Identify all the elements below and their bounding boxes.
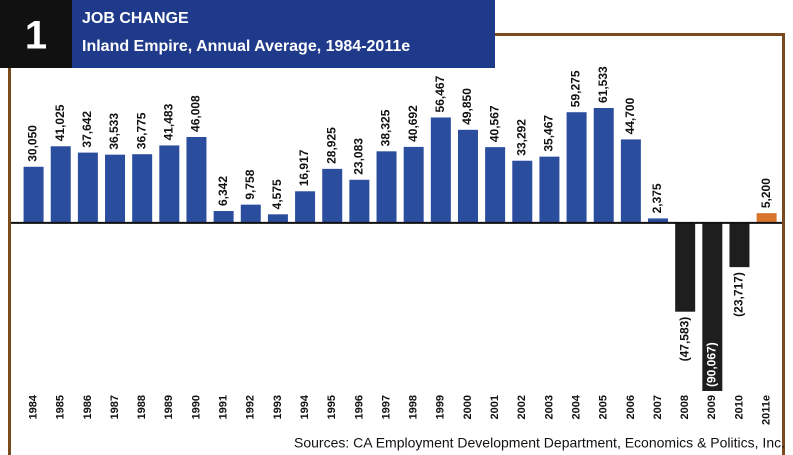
x-tick-label: 1988 [136, 395, 148, 419]
bar [457, 129, 478, 223]
value-label: (47,583) [677, 317, 691, 362]
bar [430, 117, 451, 223]
value-label: 37,642 [80, 111, 94, 148]
bar [675, 222, 696, 312]
bar [186, 136, 207, 223]
x-tick-label: 1999 [435, 395, 447, 419]
value-label: 36,533 [107, 113, 121, 150]
bar [648, 218, 669, 223]
value-label: 61,533 [596, 66, 610, 103]
bar [512, 160, 533, 223]
bar [403, 146, 424, 223]
x-tick-label: 2002 [516, 395, 528, 419]
bar [132, 154, 153, 223]
bar [593, 108, 614, 223]
x-tick-label: 2005 [598, 395, 610, 419]
bar [159, 145, 180, 223]
value-label: 40,567 [487, 105, 501, 142]
bar [267, 214, 288, 223]
x-tick-label: 2007 [652, 395, 664, 419]
x-tick-label: 2003 [543, 395, 555, 419]
value-label: 38,325 [379, 109, 393, 146]
x-tick-label: 1996 [353, 395, 365, 419]
x-tick-label: 1998 [408, 395, 420, 419]
value-label: 23,083 [352, 138, 366, 175]
value-label: 56,467 [433, 75, 447, 112]
chart-title: JOB CHANGE [82, 10, 189, 27]
x-tick-label: 2004 [570, 394, 582, 419]
value-label: 2,375 [650, 183, 664, 213]
x-tick-label: 1997 [380, 395, 392, 419]
x-tick-label: 2008 [679, 395, 691, 419]
bar [322, 168, 343, 223]
value-label: 40,692 [406, 105, 420, 142]
value-label: 6,342 [216, 176, 230, 206]
value-label: 5,200 [759, 178, 773, 208]
value-label: 46,008 [189, 95, 203, 132]
value-label: 28,925 [324, 127, 338, 164]
chart-subtitle: Inland Empire, Annual Average, 1984-2011… [82, 38, 410, 55]
bar [349, 179, 370, 223]
source-note: Sources: CA Employment Development Depar… [294, 435, 785, 451]
bar [23, 166, 44, 223]
x-tick-label: 1991 [218, 395, 230, 419]
bar [213, 211, 234, 223]
x-tick-label: 1986 [82, 395, 94, 419]
x-tick-label: 1984 [27, 394, 39, 419]
x-tick-label: 1995 [326, 395, 338, 419]
value-label: 4,575 [270, 179, 284, 209]
x-tick-label: 1992 [245, 395, 257, 419]
x-tick-label: 1994 [299, 394, 311, 419]
value-label: 44,700 [623, 97, 637, 134]
bar [485, 147, 506, 223]
x-tick-label: 2011e [761, 395, 773, 425]
x-tick-label: 1985 [55, 395, 67, 419]
value-label: 9,758 [243, 169, 257, 199]
value-label: 16,917 [297, 149, 311, 186]
x-tick-label: 1989 [163, 395, 175, 419]
x-tick-label: 2009 [706, 395, 718, 419]
x-tick-label: 2006 [625, 395, 637, 419]
bar [77, 152, 98, 223]
figure-number: 1 [25, 14, 47, 58]
bar [105, 154, 126, 223]
x-tick-label: 2000 [462, 395, 474, 419]
bar [729, 222, 750, 268]
value-label: 36,775 [134, 112, 148, 149]
bar [702, 222, 723, 391]
chart-frame [8, 33, 785, 455]
x-tick-label: 2001 [489, 395, 501, 419]
bar [566, 112, 587, 223]
x-tick-label: 2010 [733, 395, 745, 419]
x-tick-label: 1993 [272, 395, 284, 419]
value-label: 35,467 [542, 115, 556, 152]
bar [620, 139, 641, 223]
x-tick-label: 1987 [109, 395, 121, 419]
x-tick-label: 1990 [190, 395, 202, 419]
value-label: 30,050 [26, 125, 40, 162]
bar [295, 191, 316, 223]
value-label: 41,025 [53, 104, 67, 141]
value-label: 59,275 [569, 70, 583, 107]
bar [240, 204, 261, 223]
value-label: (90,067) [704, 342, 718, 387]
title-box [0, 0, 495, 68]
figure-number-box [0, 0, 72, 68]
bar [756, 213, 777, 223]
bar [539, 156, 560, 223]
value-label: 41,483 [161, 103, 175, 140]
value-label: 49,850 [460, 88, 474, 125]
bar [376, 151, 397, 223]
value-label: 33,292 [514, 119, 528, 156]
value-label: (23,717) [732, 272, 746, 317]
bar [50, 146, 71, 223]
